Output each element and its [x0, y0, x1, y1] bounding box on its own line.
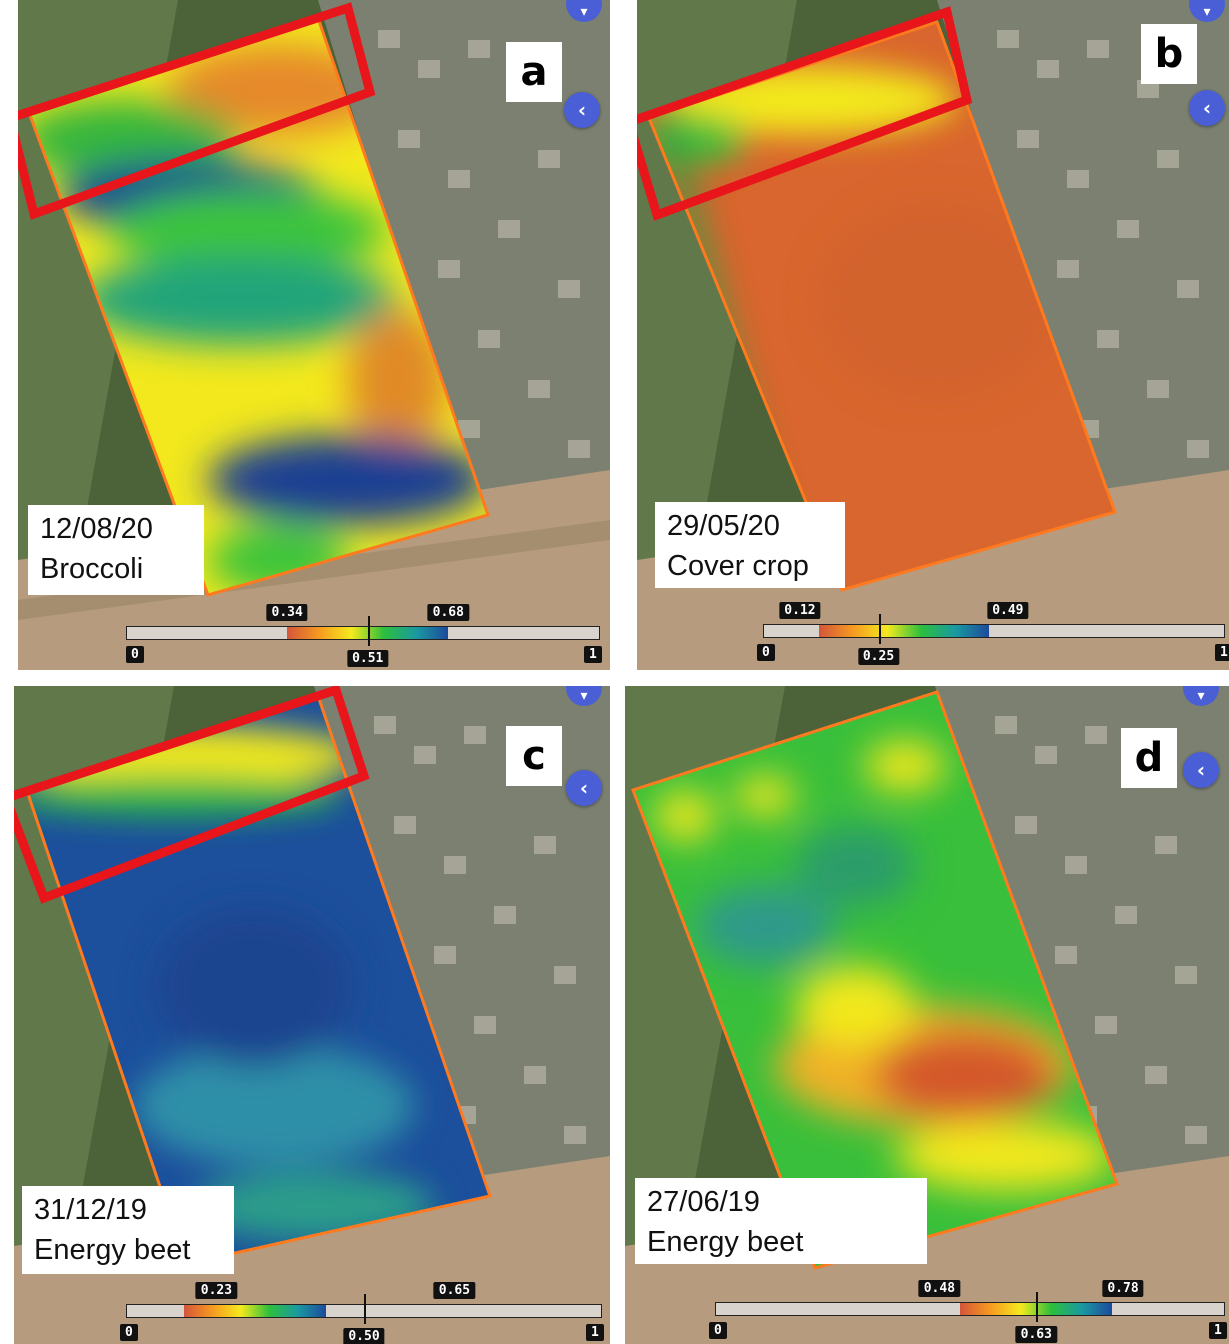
- high-label-a: 0.68: [427, 604, 469, 621]
- mean-label-b: 0.25: [857, 648, 900, 665]
- max-label-c: 1: [586, 1324, 604, 1341]
- mean-tick-a: [367, 616, 370, 646]
- cart-icon[interactable]: ▾: [566, 0, 602, 22]
- panel-letter-c: c: [506, 726, 562, 786]
- max-label-b: 1: [1215, 644, 1229, 661]
- mean-tick-b: [878, 614, 881, 644]
- cart-icon-c[interactable]: ▾: [566, 686, 602, 706]
- date-label-d: 27/06/19: [647, 1186, 760, 1218]
- map-panel-c: ▾ ‹ c 31/12/19 Energy beet 0.23 0.65 0.5…: [14, 686, 610, 1344]
- highlight-box-b: [637, 6, 973, 221]
- cart-icon-d[interactable]: ▾: [1183, 686, 1219, 706]
- max-label-a: 1: [584, 646, 602, 663]
- caption-d: 27/06/19 Energy beet: [635, 1178, 927, 1264]
- crop-label-a: Broccoli: [40, 553, 144, 585]
- low-label-c: 0.23: [195, 1282, 238, 1299]
- caption-c: 31/12/19 Energy beet: [22, 1186, 234, 1274]
- low-label-a: 0.34: [266, 604, 308, 621]
- legend-gradient-b: [819, 625, 990, 637]
- min-label-b: 0: [757, 644, 775, 661]
- map-panel-a: ▾ ‹ a 12/08/20 Broccoli 0.34 0.68 0.51 0…: [18, 0, 610, 670]
- low-label-b: 0.12: [779, 602, 821, 619]
- back-chevron-icon[interactable]: ‹: [564, 92, 600, 128]
- back-chevron-icon-d[interactable]: ‹: [1183, 752, 1219, 788]
- low-label-d: 0.48: [918, 1280, 961, 1297]
- legend-gradient-d: [959, 1303, 1113, 1315]
- high-label-d: 0.78: [1102, 1280, 1144, 1297]
- mean-label-a: 0.51: [347, 650, 389, 667]
- map-panel-d: ▾ ‹ d 27/06/19 Energy beet 0.48 0.78 0.6…: [625, 686, 1229, 1344]
- legend-gradient-c: [183, 1305, 327, 1317]
- high-label-c: 0.65: [433, 1282, 476, 1299]
- panel-letter-d: d: [1121, 728, 1177, 788]
- min-label-a: 0: [126, 646, 144, 663]
- crop-label-b: Cover crop: [667, 550, 809, 582]
- caption-b: 29/05/20 Cover crop: [655, 502, 845, 588]
- min-label-d: 0: [709, 1322, 727, 1339]
- legend-d: 0.48 0.78 0.63 0 1: [709, 1280, 1227, 1343]
- satellite-map-a: [18, 0, 610, 670]
- mean-label-d: 0.63: [1015, 1326, 1057, 1343]
- date-label-a: 12/08/20: [40, 513, 153, 545]
- caption-a: 12/08/20 Broccoli: [28, 505, 204, 595]
- panel-letter-b: b: [1141, 24, 1197, 84]
- mean-label-c: 0.50: [343, 1328, 385, 1344]
- back-chevron-icon-b[interactable]: ‹: [1189, 90, 1225, 126]
- crop-label-c: Energy beet: [34, 1234, 191, 1266]
- legend-a: 0.34 0.68 0.51 0 1: [126, 604, 602, 667]
- highlight-box-c: [14, 686, 370, 904]
- highlight-box-a: [18, 2, 376, 220]
- legend-c: 0.23 0.65 0.50 0 1: [120, 1282, 604, 1344]
- date-label-c: 31/12/19: [34, 1194, 147, 1226]
- map-panel-b: ▾ ‹ b 29/05/20 Cover crop 0.12 0.49 0.25…: [637, 0, 1229, 670]
- min-label-c: 0: [120, 1324, 138, 1341]
- date-label-b: 29/05/20: [667, 510, 780, 542]
- legend-b: 0.12 0.49 0.25 0 1: [757, 602, 1229, 665]
- cart-icon-b[interactable]: ▾: [1189, 0, 1225, 22]
- panel-letter-a: a: [506, 42, 562, 102]
- crop-label-d: Energy beet: [647, 1226, 804, 1258]
- high-label-b: 0.49: [987, 602, 1029, 619]
- mean-tick-c: [364, 1294, 366, 1324]
- max-label-d: 1: [1209, 1322, 1227, 1339]
- mean-tick-d: [1036, 1292, 1039, 1322]
- back-chevron-icon-c[interactable]: ‹: [566, 770, 602, 806]
- legend-gradient-a: [287, 627, 448, 639]
- satellite-map-b: [637, 0, 1229, 670]
